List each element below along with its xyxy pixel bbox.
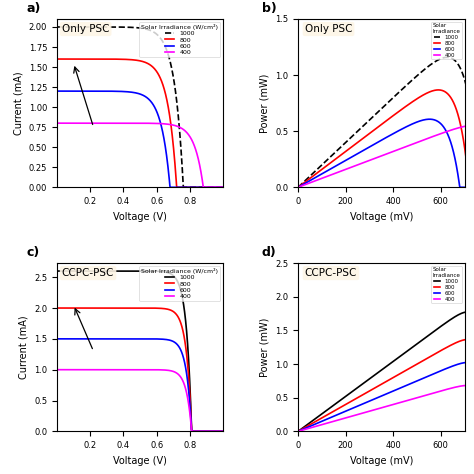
Text: Only PSC: Only PSC	[305, 24, 352, 34]
Y-axis label: Power (mW): Power (mW)	[260, 318, 270, 377]
Y-axis label: Power (mW): Power (mW)	[260, 73, 270, 133]
Legend: 1000, 800, 600, 400: 1000, 800, 600, 400	[139, 266, 220, 301]
Text: d): d)	[262, 246, 276, 259]
Text: Only PSC: Only PSC	[62, 24, 109, 34]
Text: b): b)	[262, 2, 276, 15]
X-axis label: Voltage (V): Voltage (V)	[113, 211, 167, 221]
X-axis label: Voltage (V): Voltage (V)	[113, 456, 167, 465]
Y-axis label: Current (mA): Current (mA)	[18, 315, 28, 379]
Legend: 1000, 800, 600, 400: 1000, 800, 600, 400	[430, 266, 462, 303]
Text: CCPC-PSC: CCPC-PSC	[62, 268, 114, 278]
Legend: 1000, 800, 600, 400: 1000, 800, 600, 400	[139, 22, 220, 57]
Text: CCPC-PSC: CCPC-PSC	[305, 268, 357, 278]
Text: c): c)	[27, 246, 40, 259]
Y-axis label: Current (mA): Current (mA)	[13, 71, 23, 135]
Text: a): a)	[27, 2, 41, 15]
X-axis label: Voltage (mV): Voltage (mV)	[350, 456, 413, 465]
Legend: 1000, 800, 600, 400: 1000, 800, 600, 400	[430, 22, 462, 59]
X-axis label: Voltage (mV): Voltage (mV)	[350, 211, 413, 221]
